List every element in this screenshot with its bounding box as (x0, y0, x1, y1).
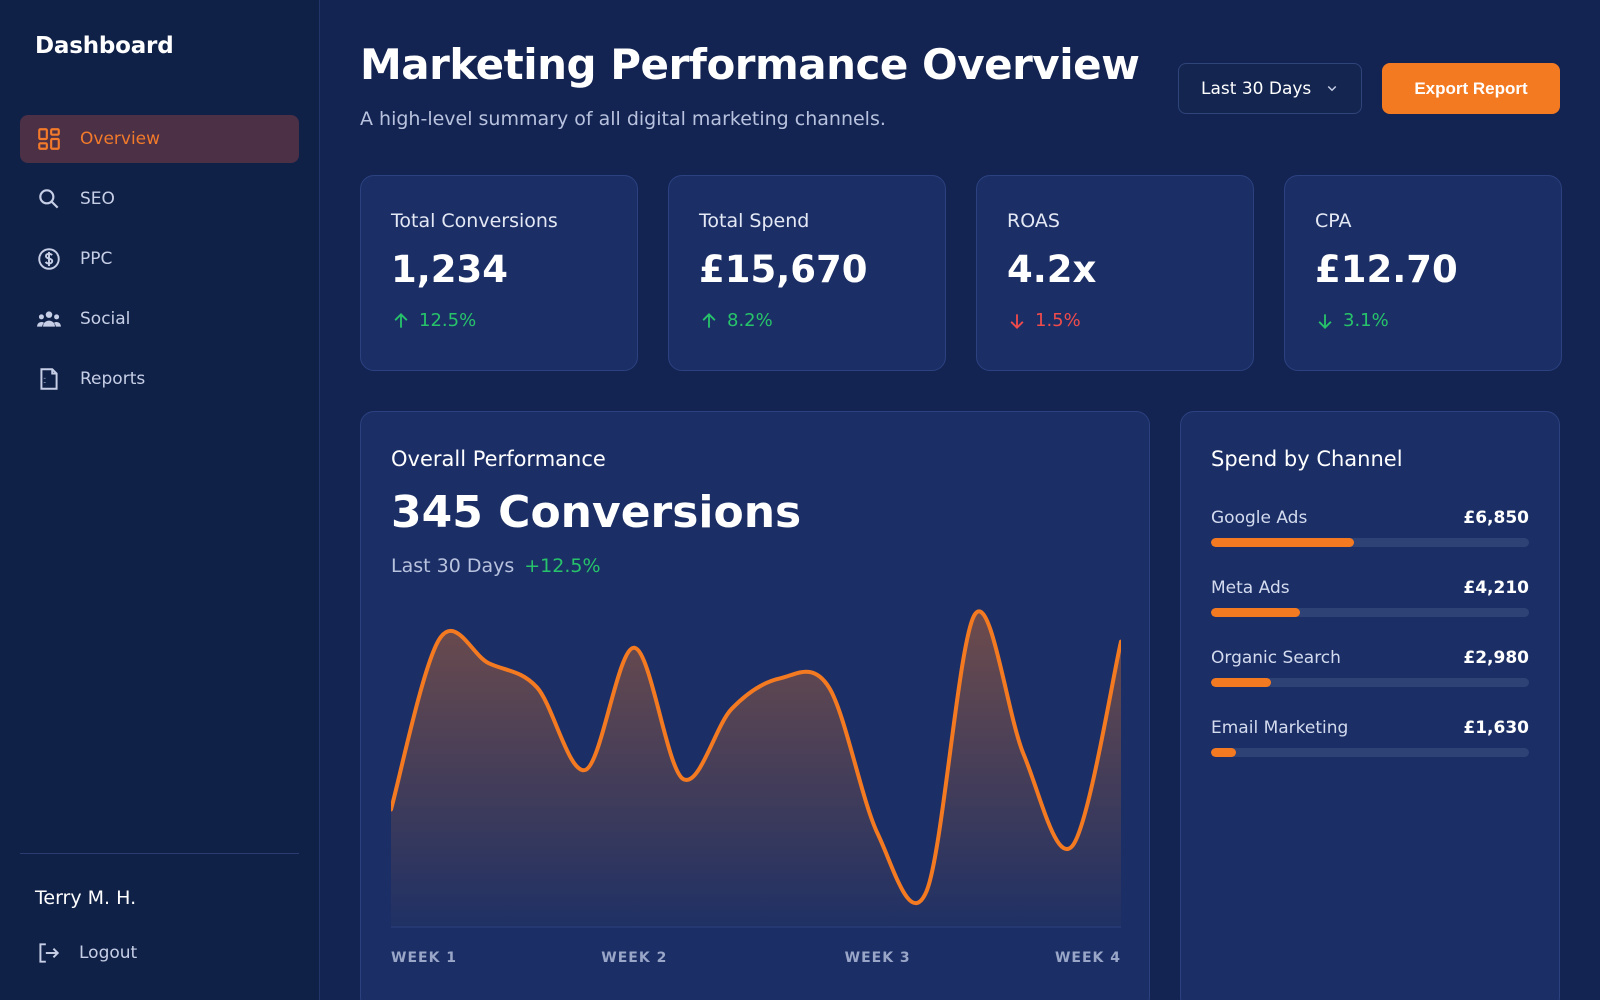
kpi-delta-value: 12.5% (419, 310, 477, 331)
search-icon (36, 186, 62, 212)
sidebar-item-label: Overview (80, 129, 161, 149)
conversions-total: 345 Conversions (391, 487, 802, 538)
arrow-up-icon (394, 312, 408, 328)
kpi-value: £15,670 (699, 248, 868, 291)
arrow-down-icon (1318, 313, 1332, 329)
kpi-card-total-spend: Total Spend £15,670 8.2% (668, 175, 946, 371)
channel-name: Email Marketing (1211, 718, 1349, 738)
page-subtitle: A high-level summary of all digital mark… (360, 108, 886, 130)
arrow-down-icon (1010, 313, 1024, 329)
date-range-dropdown[interactable]: Last 30 Days (1178, 63, 1362, 114)
kpi-delta-value: 1.5% (1035, 310, 1081, 331)
kpi-value: 4.2x (1007, 248, 1097, 291)
dollar-circle-icon (36, 246, 62, 272)
channel-row-email-marketing: Email Marketing £1,630 (1211, 718, 1529, 758)
sidebar-item-overview[interactable]: Overview (20, 115, 299, 163)
channel-amount: £6,850 (1463, 508, 1529, 528)
channel-progress-track (1211, 538, 1529, 547)
channel-progress-track (1211, 678, 1529, 687)
kpi-delta: 12.5% (391, 310, 476, 331)
channel-name: Meta Ads (1211, 578, 1290, 598)
logout-icon (35, 940, 61, 966)
channel-progress-fill (1211, 748, 1237, 757)
performance-period: Last 30 Days +12.5% (391, 555, 601, 577)
channel-progress-track (1211, 608, 1529, 617)
document-icon (36, 366, 62, 392)
chart-x-axis: WEEK 1 WEEK 2 WEEK 3 WEEK 4 (391, 950, 1121, 966)
export-report-button[interactable]: Export Report (1382, 63, 1560, 114)
kpi-delta: 3.1% (1315, 310, 1389, 331)
chevron-down-icon (1327, 85, 1337, 92)
chart-area-fill (391, 611, 1121, 927)
sidebar-item-seo[interactable]: SEO (20, 175, 299, 223)
x-tick-label: WEEK 3 (845, 950, 911, 966)
channel-name: Organic Search (1211, 648, 1341, 668)
sidebar-item-label: PPC (80, 249, 113, 269)
channel-progress-fill (1211, 608, 1301, 617)
logout-button[interactable]: Logout (35, 940, 137, 966)
spend-by-channel-panel: Spend by Channel Google Ads £6,850 Meta … (1180, 411, 1560, 1000)
sidebar-item-social[interactable]: Social (20, 295, 299, 343)
kpi-card-total-conversions: Total Conversions 1,234 12.5% (360, 175, 638, 371)
brand-title: Dashboard (35, 33, 174, 59)
chart-series-line (391, 609, 1121, 905)
date-range-label: Last 30 Days (1201, 78, 1312, 99)
sidebar-item-label: Reports (80, 369, 146, 389)
user-name: Terry M. H. (35, 887, 137, 909)
people-icon (36, 306, 62, 332)
channel-progress-track (1211, 748, 1529, 757)
kpi-value: £12.70 (1315, 248, 1458, 291)
kpi-label: Total Conversions (391, 210, 558, 232)
kpi-card-cpa: CPA £12.70 3.1% (1284, 175, 1562, 371)
channel-amount: £4,210 (1463, 578, 1529, 598)
channel-amount: £2,980 (1463, 648, 1529, 668)
kpi-label: ROAS (1007, 210, 1060, 232)
kpi-delta: 8.2% (699, 310, 773, 331)
kpi-value: 1,234 (391, 248, 509, 291)
period-label: Last 30 Days (391, 555, 515, 577)
sidebar: Dashboard Overview SEO (0, 0, 320, 1000)
kpi-delta-value: 3.1% (1343, 310, 1389, 331)
channel-row-meta-ads: Meta Ads £4,210 (1211, 578, 1529, 618)
channel-progress-fill (1211, 538, 1355, 547)
arrow-up-icon (702, 312, 716, 328)
overall-performance-panel: Overall Performance 345 Conversions Last… (360, 411, 1150, 1000)
panel-title: Spend by Channel (1211, 447, 1403, 471)
sidebar-item-label: SEO (80, 189, 115, 209)
sidebar-divider (20, 853, 299, 854)
panel-title: Overall Performance (391, 447, 606, 471)
dashboard-grid-icon (36, 126, 62, 152)
page-title: Marketing Performance Overview (360, 40, 1140, 89)
kpi-label: CPA (1315, 210, 1352, 232)
channel-row-google-ads: Google Ads £6,850 (1211, 508, 1529, 548)
sidebar-item-reports[interactable]: Reports (20, 355, 299, 403)
kpi-label: Total Spend (699, 210, 810, 232)
channel-row-organic-search: Organic Search £2,980 (1211, 648, 1529, 688)
kpi-card-roas: ROAS 4.2x 1.5% (976, 175, 1254, 371)
x-tick-label: WEEK 1 (391, 950, 457, 966)
channel-name: Google Ads (1211, 508, 1308, 528)
performance-area-chart: WEEK 1 WEEK 2 WEEK 3 WEEK 4 (391, 609, 1121, 966)
sidebar-item-label: Social (80, 309, 131, 329)
kpi-delta: 1.5% (1007, 310, 1081, 331)
logout-label: Logout (79, 943, 138, 963)
sidebar-item-ppc[interactable]: PPC (20, 235, 299, 283)
channel-progress-fill (1211, 678, 1272, 687)
sidebar-nav: Overview SEO PPC (20, 115, 299, 415)
x-tick-label: WEEK 2 (601, 950, 667, 966)
channel-amount: £1,630 (1463, 718, 1529, 738)
kpi-delta-value: 8.2% (727, 310, 773, 331)
period-change: +12.5% (524, 555, 601, 577)
x-tick-label: WEEK 4 (1055, 950, 1121, 966)
